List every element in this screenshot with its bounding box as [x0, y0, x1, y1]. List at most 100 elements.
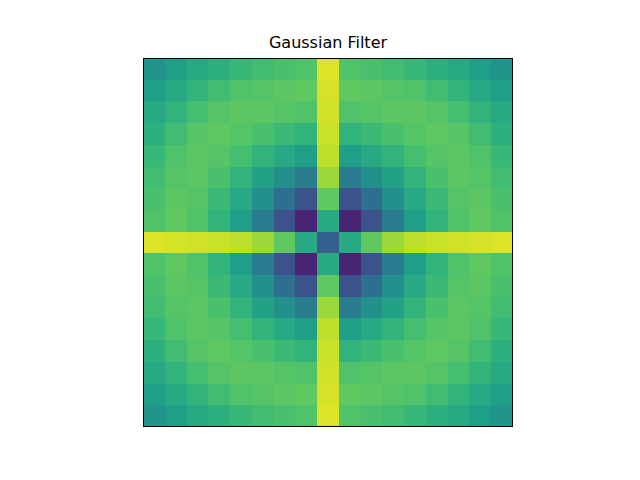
heatmap-cell: [252, 318, 274, 340]
heatmap-cell: [274, 384, 296, 406]
heatmap-cell: [187, 80, 209, 102]
heatmap-cell: [143, 210, 165, 232]
heatmap-cell: [165, 145, 187, 167]
heatmap-cell: [339, 275, 361, 297]
heatmap-cell: [165, 232, 187, 254]
heatmap-cell: [165, 275, 187, 297]
heatmap-cell: [274, 405, 296, 427]
heatmap-cell: [382, 405, 404, 427]
heatmap-cell: [208, 101, 230, 123]
heatmap-cell: [339, 188, 361, 210]
heatmap-cell: [404, 232, 426, 254]
heatmap-cell: [317, 318, 339, 340]
chart-title: Gaussian Filter: [269, 33, 388, 52]
heatmap-cell: [143, 167, 165, 189]
heatmap-cell: [143, 362, 165, 384]
heatmap-cell: [295, 405, 317, 427]
heatmap-cell: [295, 297, 317, 319]
heatmap-cell: [187, 210, 209, 232]
heatmap-cell: [187, 101, 209, 123]
heatmap-cell: [426, 167, 448, 189]
heatmap-cell: [448, 340, 470, 362]
heatmap-cell: [426, 275, 448, 297]
heatmap-cell: [361, 80, 383, 102]
heatmap-cell: [143, 297, 165, 319]
heatmap-cell: [448, 167, 470, 189]
heatmap-cell: [143, 384, 165, 406]
heatmap-cell: [274, 58, 296, 80]
heatmap-cell: [317, 275, 339, 297]
heatmap-cell: [361, 297, 383, 319]
heatmap-cell: [361, 188, 383, 210]
heatmap-cell: [382, 253, 404, 275]
heatmap-cell: [404, 80, 426, 102]
heatmap-cell: [448, 384, 470, 406]
heatmap-cell: [187, 167, 209, 189]
heatmap-cell: [469, 384, 491, 406]
heatmap-cell: [252, 80, 274, 102]
heatmap-cell: [469, 167, 491, 189]
heatmap-cell: [426, 253, 448, 275]
heatmap-cell: [404, 101, 426, 123]
heatmap-cell: [469, 362, 491, 384]
heatmap-cell: [339, 232, 361, 254]
heatmap-cell: [382, 167, 404, 189]
heatmap-cell: [469, 58, 491, 80]
plot-frame: [144, 59, 513, 427]
heatmap-cell: [274, 167, 296, 189]
heatmap-cells: [143, 58, 513, 427]
heatmap-cell: [274, 188, 296, 210]
heatmap-cell: [274, 232, 296, 254]
heatmap-cell: [274, 101, 296, 123]
heatmap-cell: [230, 384, 252, 406]
heatmap-cell: [448, 145, 470, 167]
heatmap-cell: [208, 253, 230, 275]
heatmap-cell: [469, 145, 491, 167]
heatmap-cell: [230, 340, 252, 362]
heatmap-cell: [143, 318, 165, 340]
heatmap-cell: [426, 405, 448, 427]
heatmap-cell: [295, 384, 317, 406]
heatmap-cell: [295, 253, 317, 275]
heatmap-cell: [187, 340, 209, 362]
heatmap-cell: [208, 123, 230, 145]
heatmap-cell: [404, 167, 426, 189]
heatmap-cell: [187, 123, 209, 145]
background: [0, 0, 640, 480]
heatmap-cell: [491, 384, 513, 406]
heatmap-cell: [426, 188, 448, 210]
heatmap-cell: [426, 384, 448, 406]
heatmap-cell: [426, 232, 448, 254]
heatmap-cell: [274, 340, 296, 362]
heatmap-cell: [404, 340, 426, 362]
heatmap-cell: [382, 232, 404, 254]
heatmap-cell: [317, 405, 339, 427]
heatmap-cell: [448, 297, 470, 319]
heatmap-cell: [448, 253, 470, 275]
heatmap-cell: [404, 318, 426, 340]
heatmap-cell: [295, 58, 317, 80]
heatmap-cell: [469, 318, 491, 340]
heatmap-cell: [230, 210, 252, 232]
heatmap-cell: [295, 340, 317, 362]
heatmap-cell: [230, 275, 252, 297]
heatmap-cell: [361, 232, 383, 254]
heatmap-cell: [382, 340, 404, 362]
heatmap-cell: [491, 188, 513, 210]
heatmap-cell: [382, 188, 404, 210]
heatmap-cell: [208, 275, 230, 297]
heatmap-cell: [252, 101, 274, 123]
heatmap-cell: [295, 145, 317, 167]
heatmap-cell: [469, 232, 491, 254]
heatmap-cell: [469, 340, 491, 362]
heatmap-cell: [165, 340, 187, 362]
heatmap-cell: [165, 253, 187, 275]
heatmap-cell: [448, 101, 470, 123]
heatmap-cell: [361, 384, 383, 406]
heatmap-cell: [317, 232, 339, 254]
heatmap-cell: [361, 167, 383, 189]
heatmap-cell: [491, 58, 513, 80]
heatmap-cell: [165, 318, 187, 340]
heatmap-cell: [339, 253, 361, 275]
heatmap-cell: [274, 318, 296, 340]
